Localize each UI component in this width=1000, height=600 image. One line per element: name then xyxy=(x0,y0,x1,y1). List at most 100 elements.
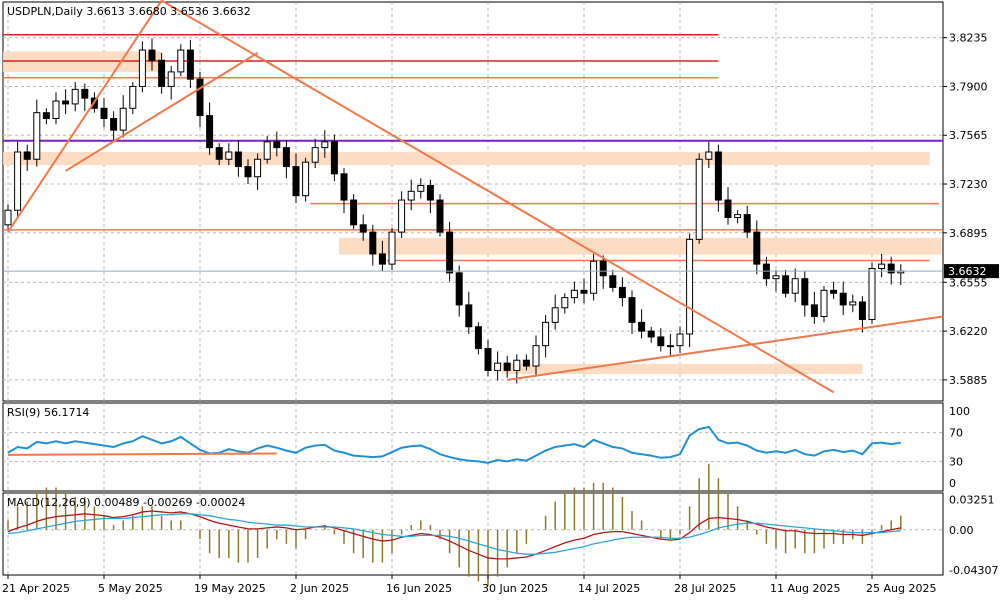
candle-body xyxy=(484,348,492,371)
candle-body xyxy=(388,231,396,265)
trendline xyxy=(507,315,944,381)
rsi-label: RSI(9) 56.1714 xyxy=(7,406,89,419)
trendline xyxy=(65,52,259,172)
date-tick-label: 28 Jul 2025 xyxy=(674,582,736,595)
candle-body xyxy=(513,359,521,371)
date-tick-label: 2 Jun 2025 xyxy=(290,582,349,595)
candle-body xyxy=(801,278,809,306)
candle-body xyxy=(542,321,550,347)
date-tick-label: 14 Jul 2025 xyxy=(578,582,640,595)
current-price-box xyxy=(944,264,999,279)
candle-body xyxy=(455,272,463,306)
macd-tick-label: -0.04307 xyxy=(949,564,998,577)
candle-body xyxy=(705,151,713,160)
candle-body xyxy=(292,166,300,197)
macd-label: MACD(12,26,9) 0.00489 -0.00269 -0.00024 xyxy=(7,496,245,509)
candle-body xyxy=(186,49,194,80)
candle-body xyxy=(302,161,310,197)
candle-body xyxy=(369,231,377,255)
candle-body xyxy=(503,362,511,371)
candle-body xyxy=(830,289,838,294)
rsi-line xyxy=(7,425,901,464)
candle-body xyxy=(666,345,674,348)
price-tick-label: 3.7900 xyxy=(949,80,988,93)
candle-body xyxy=(609,275,617,288)
candle-body xyxy=(119,107,127,131)
candle-body xyxy=(618,286,626,299)
candle-body xyxy=(839,292,847,306)
macd-indicator: 0.03251 0.00 -0.04307 xyxy=(3,464,998,587)
candle-body xyxy=(340,173,348,201)
candle-body xyxy=(551,307,559,323)
rsi-tick-label: 70 xyxy=(949,427,963,440)
candle-body xyxy=(686,238,694,335)
price-zone xyxy=(339,237,941,255)
candle-body xyxy=(676,333,684,347)
candle-body xyxy=(522,359,530,367)
candle-body xyxy=(753,231,761,265)
candle-body xyxy=(215,147,223,160)
candle-body xyxy=(167,71,175,87)
date-tick-label: 30 Jun 2025 xyxy=(482,582,548,595)
candle-body xyxy=(330,141,338,175)
candle-body xyxy=(148,49,156,61)
candle-body xyxy=(62,100,70,105)
candle-body xyxy=(81,88,89,99)
price-tick-label: 3.5885 xyxy=(949,374,988,387)
date-tick-label: 21 Apr 2025 xyxy=(2,582,70,595)
candle-body xyxy=(580,289,588,294)
candle-body xyxy=(273,141,281,149)
price-tick-label: 3.6555 xyxy=(949,276,988,289)
candle-body xyxy=(234,151,242,168)
candle-body xyxy=(225,151,233,160)
candle-body xyxy=(628,297,636,323)
candle-body xyxy=(695,158,703,240)
candle-body xyxy=(177,49,185,73)
candle-body xyxy=(196,78,204,117)
candle-body xyxy=(52,100,60,119)
rsi-tick-label: 100 xyxy=(949,405,970,418)
rsi-tick-label: 0 xyxy=(949,477,956,490)
candle-body xyxy=(407,190,415,201)
candle-body xyxy=(359,224,367,233)
candle-body xyxy=(474,326,482,350)
candle-body xyxy=(417,184,425,192)
candle-body xyxy=(350,199,358,226)
candle-body xyxy=(426,184,434,201)
trendline xyxy=(161,0,835,394)
candle-body xyxy=(772,275,780,280)
candle-body xyxy=(878,263,886,269)
rsi-panel-frame xyxy=(2,402,944,492)
horizontal-levels xyxy=(3,34,943,262)
candle-body xyxy=(446,231,454,274)
candle-body xyxy=(282,147,290,168)
candle-body xyxy=(561,297,569,309)
rsi-indicator: 100 70 30 0 xyxy=(3,405,970,490)
candle-body xyxy=(311,147,319,163)
trendline xyxy=(7,0,163,233)
candle-body xyxy=(263,141,271,160)
current-price-label: 3.6632 xyxy=(948,265,987,278)
candle-body xyxy=(791,278,799,294)
candle-body xyxy=(158,59,166,87)
chart-header: USDPLN,Daily 3.6613 3.6680 3.6536 3.6632 xyxy=(7,5,251,18)
price-panel-frame xyxy=(2,1,944,402)
candle-body xyxy=(4,209,12,226)
candle-body xyxy=(647,330,655,338)
candle-body xyxy=(321,141,329,149)
candle-body xyxy=(724,199,732,219)
candle-body xyxy=(138,49,146,87)
candle-body xyxy=(743,214,751,233)
macd-panel-frame xyxy=(2,492,944,576)
candle-body xyxy=(436,199,444,233)
candle-body xyxy=(868,267,876,320)
date-tick-label: 11 Aug 2025 xyxy=(770,582,840,595)
candle-body xyxy=(206,115,214,149)
macd-tick-label: 0.00 xyxy=(949,524,974,537)
price-tick-label: 3.7230 xyxy=(949,178,988,191)
candle-body xyxy=(23,151,31,160)
candle-body xyxy=(110,117,118,131)
price-zone xyxy=(3,151,930,166)
